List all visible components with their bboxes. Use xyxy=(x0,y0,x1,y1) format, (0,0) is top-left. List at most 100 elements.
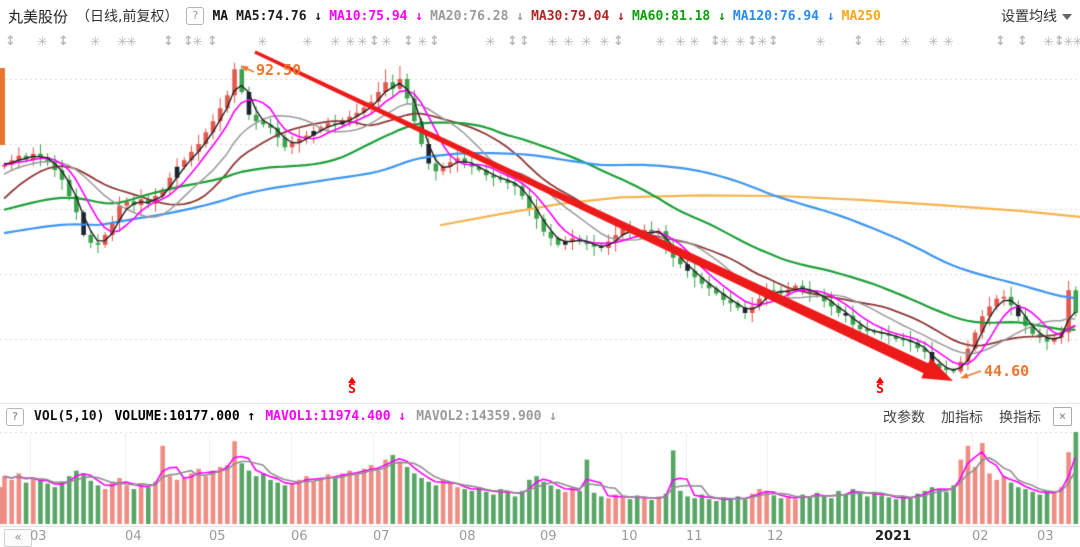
axis-tick-07: 07 xyxy=(373,529,390,544)
announcement-star-icon: ✳ xyxy=(381,35,392,50)
announcement-star-icon: ✳ xyxy=(900,35,911,50)
announcement-star-icon: ✳ xyxy=(37,35,48,50)
ma-legend-item-ma250: MA250 xyxy=(841,8,881,24)
updown-arrow-icon: ↕ xyxy=(403,34,414,49)
scroll-left-button[interactable]: « xyxy=(4,529,32,547)
updown-arrow-icon: ↕ xyxy=(995,34,1006,49)
announcement-star-icon: ✳ xyxy=(675,35,686,50)
updown-arrow-icon: ↕ xyxy=(429,34,440,49)
help-icon[interactable]: ? xyxy=(186,7,205,25)
axis-tick-09: 09 xyxy=(540,529,557,544)
chart-period-label: （日线,前复权） xyxy=(76,9,179,25)
updown-arrow-icon: ↕ xyxy=(163,34,174,49)
axis-tick-05: 05 xyxy=(209,529,226,544)
updown-arrow-icon: ↕ xyxy=(369,34,380,49)
updown-arrow-icon: ↕ xyxy=(747,34,758,49)
ma-legend-item-ma30: MA30:79.04 ↓ xyxy=(531,8,625,24)
ma-legend-item-ma20: MA20:76.28 ↓ xyxy=(430,8,525,24)
mavol2-value: MAVOL2:14359.900 ↓ xyxy=(416,409,558,424)
announcement-star-icon: ✳ xyxy=(757,35,768,50)
announcement-star-icon: ✳ xyxy=(943,35,954,50)
updown-arrow-icon: ↕ xyxy=(207,34,218,49)
announcement-star-icon: ✳ xyxy=(485,35,496,50)
ma-legend-item-ma10: MA10:75.94 ↓ xyxy=(329,8,424,24)
ma-legend: MA5:74.76 ↓ MA10:75.94 ↓ MA20:76.28 ↓ MA30:… xyxy=(236,9,881,24)
axis-tick-03: 03 xyxy=(30,529,47,544)
stock-name: 丸美股份 xyxy=(8,7,69,26)
announcement-star-icon: ✳ xyxy=(719,35,730,50)
mavol1-value: MAVOL1:11974.400 ↓ xyxy=(265,409,407,424)
indicator-buttons: 改参数 加指标 换指标 xyxy=(883,407,1041,427)
announcement-star-icon: ✳ xyxy=(547,35,558,50)
axis-tick-12: 12 xyxy=(767,529,784,544)
announcement-star-icon: ✳ xyxy=(581,35,592,50)
ex-dividend-marker[interactable]: S xyxy=(345,377,359,396)
ex-dividend-glyph: S xyxy=(876,382,884,397)
announcement-star-icon: ✳ xyxy=(257,35,268,50)
axis-tick-11: 11 xyxy=(686,529,703,544)
announcement-star-icon: ✳ xyxy=(345,35,356,50)
ma-legend-item-ma60: MA60:81.18 ↓ xyxy=(631,8,726,24)
peak-price-label: 92.50 xyxy=(256,61,302,79)
announcement-star-icon: ✳ xyxy=(735,35,746,50)
ma-indicator-label: MA xyxy=(212,8,229,24)
announcement-star-icon: ✳ xyxy=(357,35,368,50)
announcement-star-icon: ✳ xyxy=(126,35,137,50)
ex-dividend-marker[interactable]: S xyxy=(873,377,887,396)
announcement-star-icon: ✳ xyxy=(1063,35,1074,50)
axis-tick-08: 08 xyxy=(459,529,476,544)
announcement-star-icon: ✳ xyxy=(192,35,203,50)
announcement-star-icon: ✳ xyxy=(928,35,939,50)
up-triangle-icon xyxy=(876,377,884,383)
axis-tick-04: 04 xyxy=(125,529,142,544)
chevron-down-icon xyxy=(1062,14,1072,20)
announcement-star-icon: ✳ xyxy=(563,35,574,50)
updown-arrow-icon: ↕ xyxy=(1017,34,1028,49)
announcement-star-icon: ✳ xyxy=(1072,35,1080,50)
ma-settings-dropdown[interactable]: 设置均线 xyxy=(995,4,1076,28)
event-marker-row: ↕ ✳ ↕ ✳ ✳ ✳ ↕ ↕ ✳ ↕ ✳ ✳ ✳ ✳ ✳ ↕ ✳ ↕ ✳ ↕ ✳ ↕ ↕ ✳ ✳ ✳ ✳ ↕ ✳ ✳ ✳ ↕ ✳ ✳ ↕ ✳ ↕ ✳ ↕ ✳… xyxy=(0,34,1080,52)
announcement-star-icon: ✳ xyxy=(655,35,666,50)
ex-dividend-glyph: S xyxy=(348,382,356,397)
updown-arrow-icon: ↕ xyxy=(183,34,194,49)
chart-header: 丸美股份 （日线,前复权） ? MA MA5:74.76 ↓ MA10:75.94… xyxy=(8,4,881,28)
updown-arrow-icon: ↕ xyxy=(5,34,16,49)
x-axis: « 03 04 05 06 07 08 09 10 11 12 2021 02 03 xyxy=(0,526,1080,547)
announcement-star-icon: ✳ xyxy=(417,35,428,50)
ma-legend-item-ma5: MA5:74.76 ↓ xyxy=(236,8,323,24)
announcement-star-icon: ✳ xyxy=(90,35,101,50)
ma-settings-label: 设置均线 xyxy=(1001,9,1057,25)
updown-arrow-icon: ↕ xyxy=(710,34,721,49)
ma-legend-item-ma120: MA120:76.94 ↓ xyxy=(732,8,835,24)
axis-tick-03: 03 xyxy=(1037,529,1054,544)
vol-help-icon[interactable]: ? xyxy=(6,407,24,426)
axis-tick-2021: 2021 xyxy=(875,529,912,544)
volume-pane-header: ? VOL(5,10) VOLUME:10177.000 ↑ MAVOL1:11… xyxy=(0,404,1080,429)
announcement-star-icon: ✳ xyxy=(302,35,313,50)
announcement-star-icon: ✳ xyxy=(875,35,886,50)
announcement-star-icon: ✳ xyxy=(330,35,341,50)
axis-tick-06: 06 xyxy=(291,529,308,544)
indicator-button-2[interactable]: 换指标 xyxy=(999,409,1041,426)
announcement-star-icon: ✳ xyxy=(815,35,826,50)
updown-arrow-icon: ↕ xyxy=(507,34,518,49)
updown-arrow-icon: ↕ xyxy=(519,34,530,49)
announcement-star-icon: ✳ xyxy=(599,35,610,50)
updown-arrow-icon: ↕ xyxy=(853,34,864,49)
announcement-star-icon: ✳ xyxy=(689,35,700,50)
axis-tick-02: 02 xyxy=(972,529,989,544)
vol-indicator-label: VOL(5,10) xyxy=(34,409,105,424)
updown-arrow-icon: ↕ xyxy=(768,34,779,49)
announcement-star-icon: ✳ xyxy=(1043,35,1054,50)
announcement-star-icon: ✳ xyxy=(117,35,128,50)
indicator-button-0[interactable]: 改参数 xyxy=(883,409,925,426)
low-price-label: 44.60 xyxy=(984,362,1030,380)
updown-arrow-icon: ↕ xyxy=(613,34,624,49)
volume-value: VOLUME:10177.000 ↑ xyxy=(114,409,256,424)
indicator-button-1[interactable]: 加指标 xyxy=(941,409,983,426)
axis-tick-10: 10 xyxy=(621,529,638,544)
updown-arrow-icon: ↕ xyxy=(1054,34,1065,49)
close-icon[interactable]: × xyxy=(1053,407,1072,426)
